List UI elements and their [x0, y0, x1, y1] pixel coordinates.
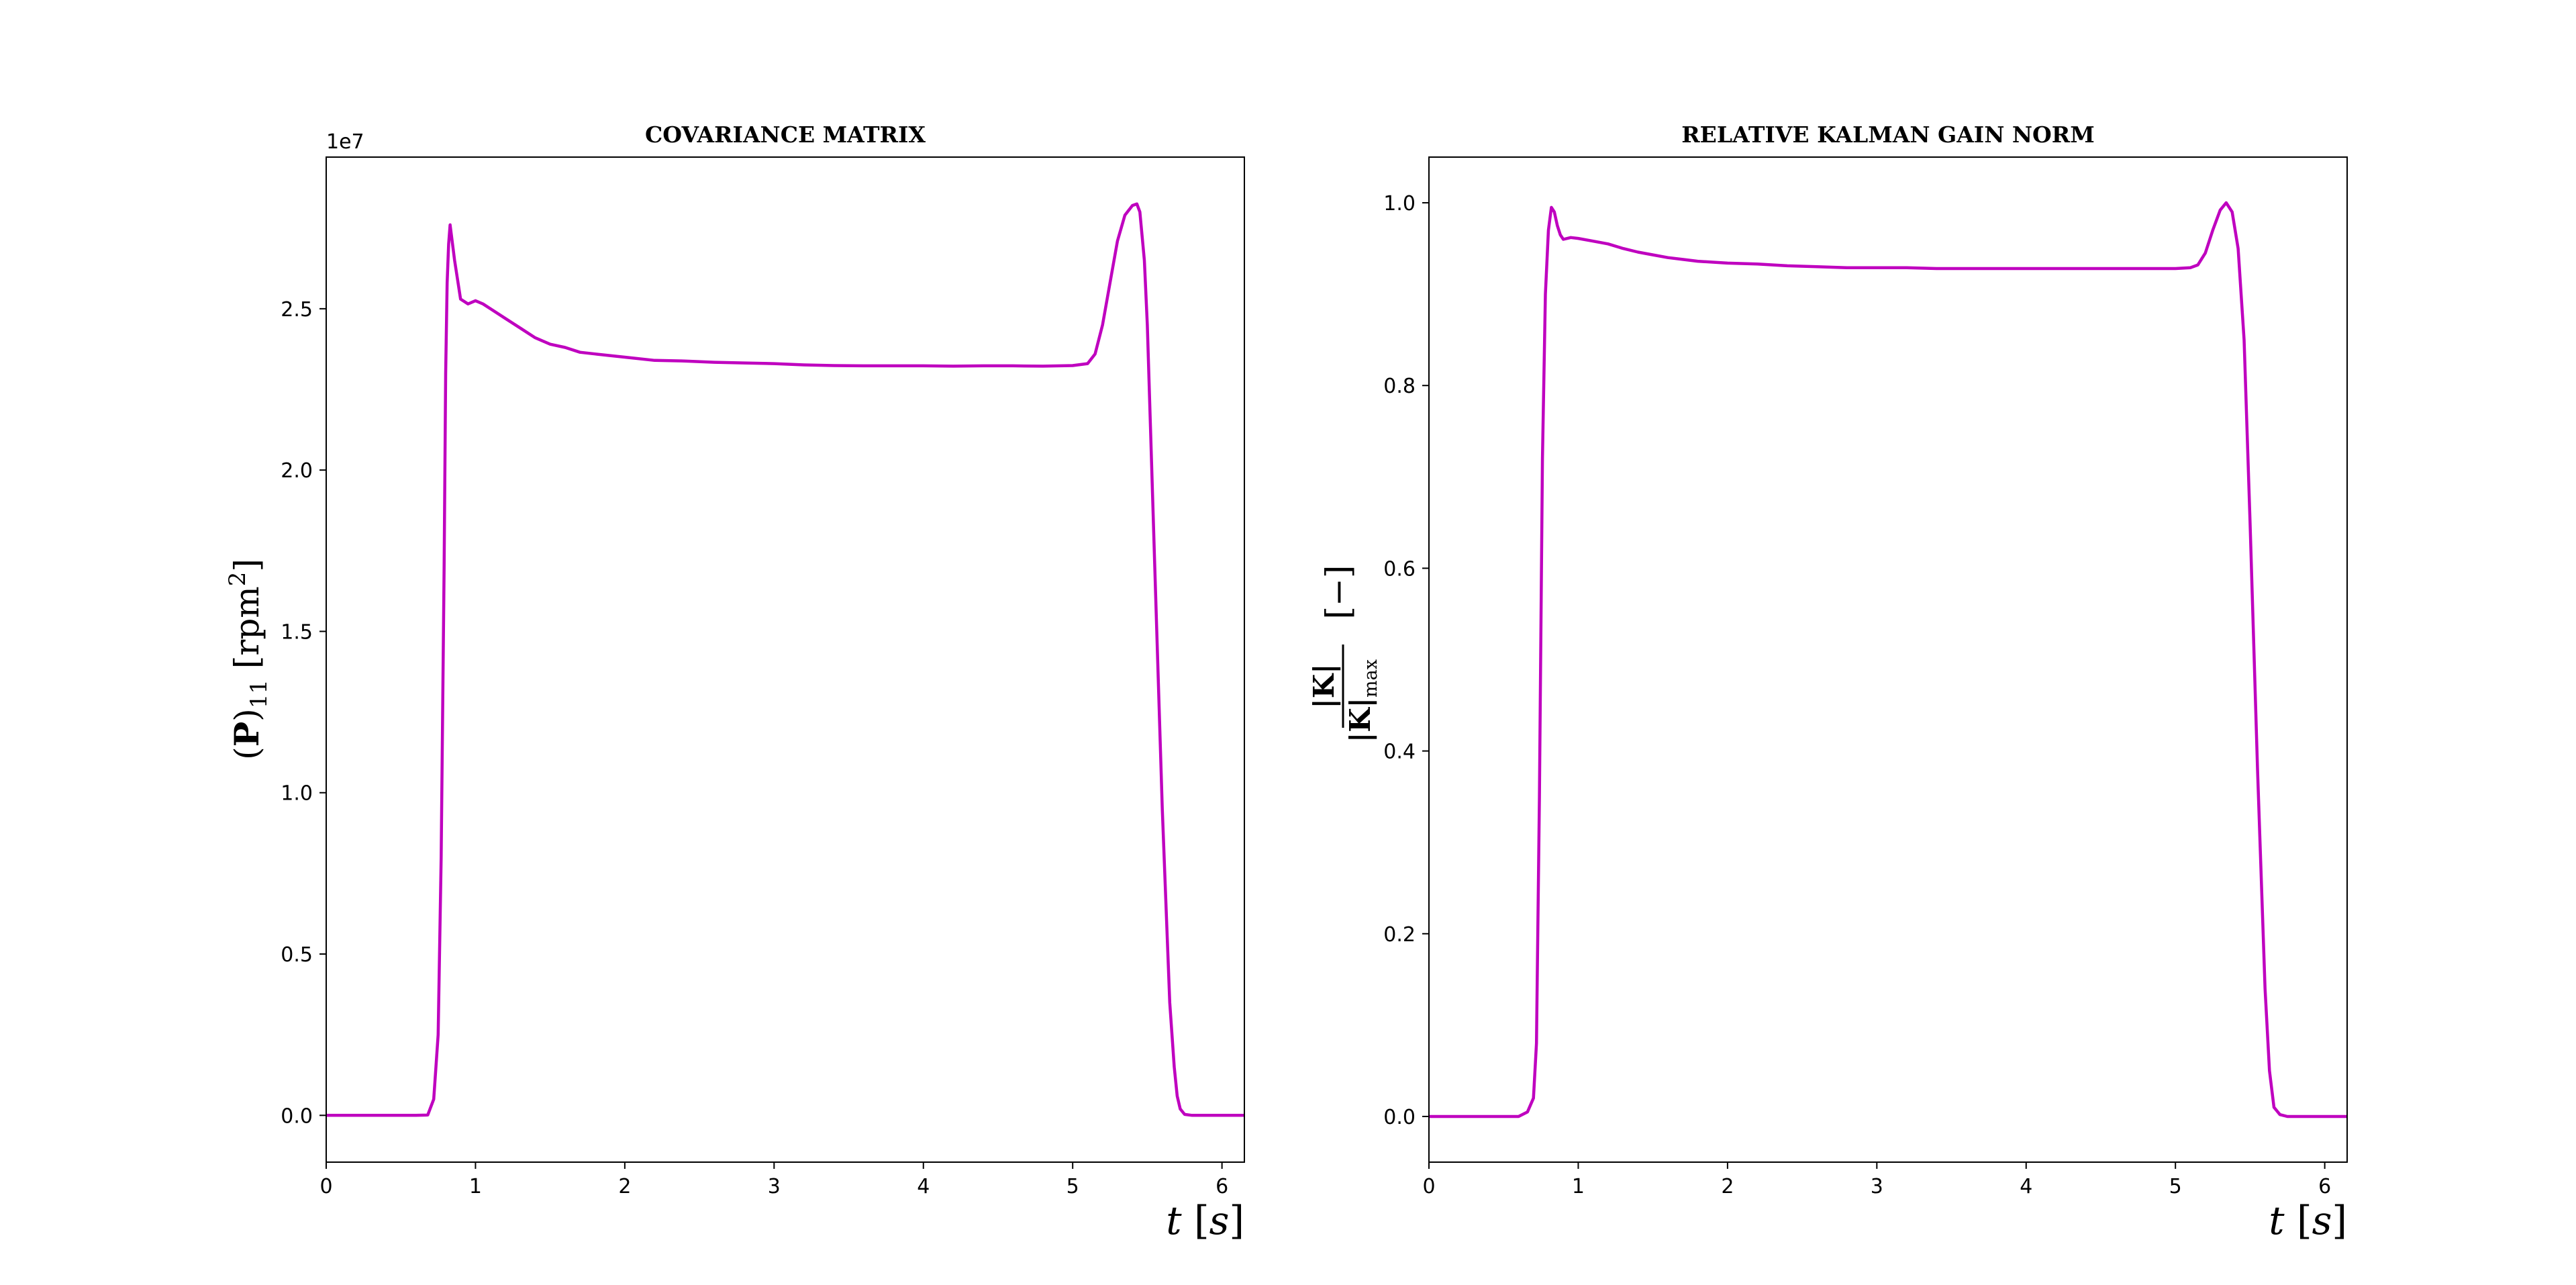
y-tick-label: 0.0 [1383, 1106, 1416, 1129]
x-tick-label: 4 [2020, 1175, 2032, 1198]
x-tick-label: 0 [319, 1175, 332, 1198]
x-tick-label: 6 [1216, 1175, 1228, 1198]
y-tick-label: 0.4 [1383, 741, 1416, 764]
y-axis-label: |K| |K|max [−] [1307, 565, 1381, 743]
x-axis-label: t [s] [1166, 1198, 1244, 1243]
marks-layer [326, 202, 1244, 1117]
plot-frame [326, 156, 1245, 1163]
y-axis-label: (P)11 [rpm2] [224, 559, 273, 760]
x-tick-label: 5 [2169, 1175, 2182, 1198]
y-tick-label: 1.5 [281, 620, 313, 644]
y-tick-label: 0.2 [1383, 923, 1416, 947]
x-tick-label: 3 [1871, 1175, 1883, 1198]
x-tick-label: 6 [2318, 1175, 2331, 1198]
relative-kalman-gain-norm-plot: RELATIVE KALMAN GAIN NORM 0 1 2 3 4 5 60.00.20… [1307, 122, 2348, 1243]
x-tick-label: 2 [1721, 1175, 1734, 1198]
series-line-0 [1429, 201, 2347, 1119]
x-axis-label: t [s] [2269, 1198, 2347, 1243]
y-axis-label-unit: [−] [1319, 565, 1358, 620]
series-line-0 [326, 202, 1244, 1117]
y-axis-label-numerator: |K| [1307, 663, 1340, 708]
y-tick-label: 0.6 [1383, 557, 1416, 581]
y-tick-label: 1.0 [1383, 192, 1416, 216]
x-tick-label: 0 [1422, 1175, 1435, 1198]
x-tick-label: 3 [768, 1175, 781, 1198]
x-tick-label: 2 [618, 1175, 631, 1198]
y-tick-label: 2.0 [281, 459, 313, 483]
y-axis-label-denominator: |K|max [1344, 659, 1381, 743]
plot-frame [1428, 156, 2348, 1163]
x-tick-label: 1 [1572, 1175, 1585, 1198]
y-offset-text: 1e7 [326, 130, 364, 154]
x-tick-label: 4 [917, 1175, 930, 1198]
y-tick-label: 0.5 [281, 943, 313, 967]
y-tick-label: 0.0 [281, 1104, 313, 1128]
y-tick-label: 2.5 [281, 298, 313, 322]
y-tick-label: 0.8 [1383, 375, 1416, 398]
y-tick-label: 1.0 [281, 782, 313, 806]
marks-layer [1429, 201, 2347, 1119]
ticks-layer: 0 1 2 3 4 5 6 0.0 0.2 0.4 0.6 0.8 1.0 [1383, 192, 2331, 1198]
x-tick-label: 5 [1067, 1175, 1079, 1198]
chart-title: RELATIVE KALMAN GAIN NORM [1681, 122, 2095, 148]
x-tick-label: 1 [469, 1175, 482, 1198]
covariance-matrix-plot: COVARIANCE MATRIX 1e7 0 1 2 3 4 5 6 0.0 0.5 1.0 1.… [224, 122, 1245, 1243]
chart-title: COVARIANCE MATRIX [645, 122, 926, 148]
ticks-layer: 0 1 2 3 4 5 6 0.0 0.5 1.0 1.5 2.0 2.5 [281, 298, 1228, 1198]
